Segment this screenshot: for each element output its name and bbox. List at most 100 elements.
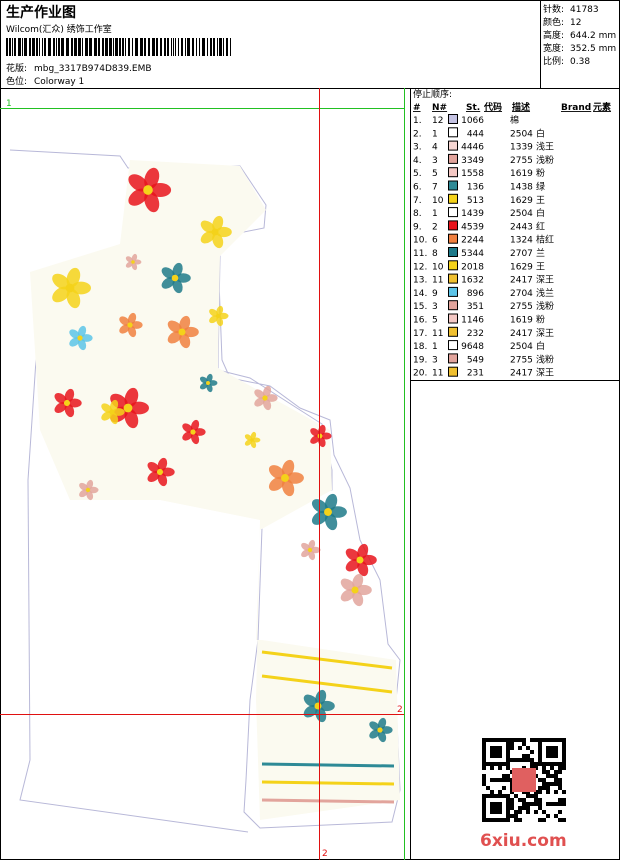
qr-module [490, 762, 494, 766]
petal [352, 590, 364, 607]
petal [157, 472, 168, 487]
qr-module [482, 762, 486, 766]
barcode [6, 38, 231, 56]
petal [77, 338, 87, 351]
color-swatch [448, 260, 458, 271]
qr-module [550, 782, 554, 786]
flower-center [377, 727, 383, 733]
qr-module [530, 738, 534, 742]
petal [101, 403, 113, 413]
petal [109, 399, 119, 412]
qr-module [514, 814, 518, 818]
qr-module [506, 810, 510, 814]
row-code: 2504 [510, 209, 533, 219]
qr-module [526, 746, 530, 750]
qr-module [506, 738, 510, 742]
qr-module [554, 762, 558, 766]
petal [340, 578, 356, 592]
qr-module [526, 810, 530, 814]
row-needle: 11 [432, 329, 443, 339]
bar [6, 38, 8, 56]
bar [144, 38, 146, 56]
qr-module [506, 794, 510, 798]
petal [125, 261, 134, 268]
bar [173, 38, 174, 56]
row-stitches: 232 [467, 329, 484, 339]
qr-module [522, 758, 526, 762]
qr-module [562, 754, 566, 758]
qr-module [486, 794, 490, 798]
qr-module [498, 794, 502, 798]
row-stitches: 1146 [461, 316, 484, 326]
row-code: 1324 [510, 236, 533, 246]
row-code: 2417 [510, 276, 533, 286]
row-description: 浅粉 [536, 353, 554, 365]
row-needle: 8 [432, 249, 438, 259]
bar [36, 38, 38, 56]
row-stitches: 444 [467, 129, 484, 139]
row-index: 8. [413, 209, 422, 219]
qr-module [506, 818, 510, 822]
bar [213, 38, 215, 56]
qr-module [490, 794, 494, 798]
qr-module [502, 738, 506, 742]
qr-module [558, 818, 562, 822]
row-description: 浅粉 [536, 300, 554, 312]
row-index: 20. [413, 369, 427, 379]
flower-center [77, 335, 83, 341]
qr-module [486, 818, 490, 822]
qr-module [546, 750, 550, 754]
qr-module [494, 806, 498, 810]
flower-center [351, 586, 359, 594]
bar [105, 38, 108, 56]
qr-module [530, 794, 534, 798]
row-description: 桔红 [536, 234, 554, 246]
row-stitches: 1632 [461, 276, 484, 286]
petal [128, 174, 149, 192]
marker-1: 1 [6, 99, 12, 109]
qr-module [558, 770, 562, 774]
qr-module [554, 814, 558, 818]
petal [124, 408, 139, 429]
petal [119, 324, 131, 334]
qr-module [518, 818, 522, 822]
row-code: 2504 [510, 342, 533, 352]
bar [58, 38, 60, 56]
bar [102, 38, 104, 56]
qr-module [490, 778, 494, 782]
qr-module [562, 758, 566, 762]
row-index: 13. [413, 276, 427, 286]
marker-bottom: 2 [322, 849, 328, 859]
petal [369, 721, 381, 731]
flower-center [109, 409, 115, 415]
petal [69, 337, 81, 347]
qr-module [546, 770, 550, 774]
bar [125, 38, 126, 56]
row-index: 7. [413, 196, 422, 206]
bar [94, 38, 97, 56]
qr-module [482, 754, 486, 758]
row-stitches: 2244 [461, 236, 484, 246]
petal [310, 428, 321, 437]
bar [187, 38, 190, 56]
qr-module [526, 802, 530, 806]
bar [12, 38, 13, 56]
qr-module [534, 798, 538, 802]
row-description: 王 [536, 195, 545, 206]
color-swatch [448, 140, 458, 151]
qr-module [506, 750, 510, 754]
qr-module [494, 778, 498, 782]
bar [53, 38, 55, 56]
flower-center [65, 283, 75, 293]
color-swatch [448, 340, 458, 351]
petal [206, 383, 213, 393]
petal [190, 419, 200, 432]
qr-module [486, 786, 490, 790]
color-swatch [448, 366, 458, 377]
petal [182, 423, 194, 433]
row-needle: 6 [432, 236, 438, 246]
bar [230, 38, 231, 56]
petal [131, 262, 138, 271]
petal [128, 188, 149, 206]
qr-module [482, 738, 486, 742]
